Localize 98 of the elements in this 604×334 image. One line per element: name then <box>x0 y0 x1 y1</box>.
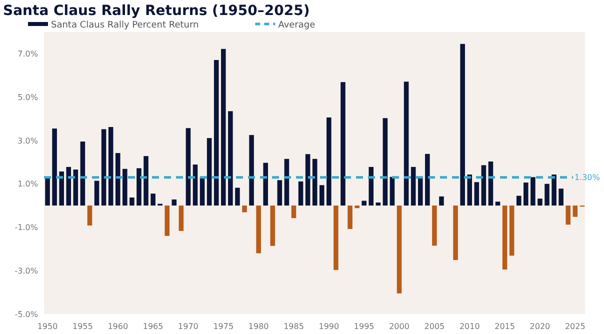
x-tick-label: 1965 <box>142 322 164 331</box>
x-tick-label: 2025 <box>564 322 586 331</box>
bar <box>312 158 318 206</box>
bar <box>382 118 388 206</box>
bar <box>150 194 156 206</box>
x-tick-label: 1955 <box>72 322 93 331</box>
x-tick-label: 1985 <box>284 322 304 331</box>
x-tick-label: 1980 <box>248 322 269 331</box>
bar <box>172 199 177 206</box>
bar <box>242 206 247 212</box>
x-tick-label: 1950 <box>37 322 58 331</box>
x-tick-label: 2015 <box>494 322 515 331</box>
y-tick-label: 1.0% <box>18 180 38 189</box>
bar <box>530 177 536 206</box>
bar <box>439 196 444 206</box>
bar <box>474 182 480 206</box>
bar <box>59 171 64 206</box>
y-tick-label: -1.0% <box>14 223 38 232</box>
bar <box>467 174 472 206</box>
bar <box>552 174 556 206</box>
bar <box>94 180 100 206</box>
bar <box>87 206 92 226</box>
bar <box>178 206 184 231</box>
bar <box>256 206 261 254</box>
x-tick-label: 1975 <box>213 322 234 331</box>
x-tick-label: 1990 <box>318 322 340 331</box>
bar <box>362 200 366 206</box>
chart-title: Santa Claus Rally Returns (1950–2025) <box>3 3 310 19</box>
bar <box>122 168 128 206</box>
bar <box>396 206 402 294</box>
y-tick-label: 5.0% <box>18 92 38 102</box>
bar <box>186 128 191 206</box>
bar <box>368 166 374 206</box>
bar <box>354 206 360 208</box>
bar <box>495 202 500 206</box>
bar <box>45 178 50 206</box>
bar <box>130 198 134 206</box>
bar <box>572 206 578 217</box>
bar <box>108 127 114 206</box>
bar <box>291 206 296 218</box>
bar <box>538 198 542 206</box>
bar <box>453 206 458 260</box>
bar <box>66 166 72 206</box>
bar <box>115 153 120 206</box>
bar <box>192 164 198 206</box>
bar <box>206 138 212 206</box>
legend-label: Santa Claus Rally Percent Return <box>51 20 199 30</box>
bar <box>460 44 465 206</box>
x-tick-label: 1960 <box>108 322 128 331</box>
bar <box>502 206 508 270</box>
bar <box>432 206 437 246</box>
x-tick-label: 2005 <box>424 322 445 331</box>
bar <box>509 206 514 256</box>
x-tick-label: 2010 <box>459 322 480 331</box>
bar <box>558 188 564 206</box>
bar <box>277 180 282 206</box>
bar <box>228 111 233 206</box>
bar <box>270 206 276 246</box>
bar <box>544 184 550 206</box>
bar <box>376 202 381 206</box>
y-tick-label: 3.0% <box>18 136 38 146</box>
bar <box>73 170 78 206</box>
legend-label: Average <box>278 20 316 30</box>
bar <box>334 206 338 270</box>
x-tick-label: 2000 <box>389 322 410 331</box>
bar <box>101 129 106 206</box>
bar <box>214 60 219 206</box>
bar <box>410 166 416 206</box>
bar <box>263 162 268 206</box>
bar <box>52 128 57 206</box>
x-tick-label: 2020 <box>530 322 550 331</box>
bar <box>524 182 528 206</box>
bar <box>144 156 148 206</box>
bar <box>235 188 240 206</box>
bar <box>80 142 86 206</box>
bar <box>298 181 304 206</box>
bar <box>566 206 571 225</box>
y-tick-label: 7.0% <box>18 49 38 58</box>
bar <box>249 135 254 206</box>
bar <box>305 154 310 206</box>
bar <box>221 48 226 206</box>
bar <box>481 165 486 206</box>
bar <box>404 82 409 206</box>
bar <box>348 206 352 229</box>
y-tick-label: -5.0% <box>14 310 38 319</box>
x-tick-label: 1995 <box>354 322 374 331</box>
bar <box>164 206 170 236</box>
y-tick-label: -3.0% <box>14 266 38 276</box>
bar <box>425 154 430 206</box>
annotation: 1.30% <box>574 173 600 182</box>
bar <box>136 168 142 206</box>
bar <box>418 178 423 206</box>
bar <box>516 196 522 206</box>
bar <box>390 176 395 206</box>
bar <box>340 82 346 206</box>
bar <box>319 185 324 206</box>
x-tick-label: 1970 <box>178 322 198 331</box>
bar <box>326 117 332 206</box>
